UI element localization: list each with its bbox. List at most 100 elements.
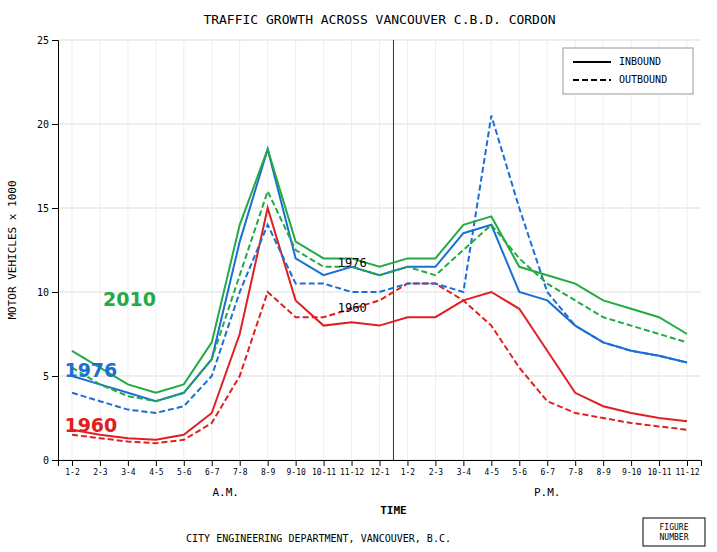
subtitle: CITY ENGINEERING DEPARTMENT, VANCOUVER, …	[186, 533, 451, 544]
x-tick: 12-1	[370, 460, 389, 477]
x-tick-label: 7-8	[568, 468, 583, 477]
grid-line	[491, 40, 492, 460]
x-tick-label: 2-3	[429, 468, 444, 477]
x-tick-mark	[352, 460, 353, 466]
annotation: 1976	[338, 256, 367, 270]
figure-label-line: FIGURE	[660, 523, 689, 532]
x-tick: 8-9	[596, 460, 611, 477]
x-tick-label: 5-6	[177, 468, 192, 477]
legend-label: OUTBOUND	[619, 74, 667, 85]
grid-line	[71, 40, 72, 460]
y-tick: 20	[37, 119, 58, 130]
y-tick-label: 10	[37, 287, 49, 298]
x-tick-mark	[519, 460, 520, 466]
y-tick-label: 0	[43, 455, 49, 466]
x-tick-mark	[212, 460, 213, 466]
grid-line	[407, 40, 408, 460]
x-tick: 6-7	[541, 460, 556, 477]
y-tick-mark	[52, 460, 58, 461]
grid-line	[99, 40, 100, 460]
x-tick-mark	[435, 460, 436, 466]
x-tick-label: 5-6	[513, 468, 528, 477]
annotation: 1960	[338, 301, 367, 315]
x-tick-mark	[240, 460, 241, 466]
x-tick: 1-2	[401, 460, 416, 477]
x-tick-label: 4-5	[149, 468, 164, 477]
figure-label-line: NUMBER	[660, 533, 689, 542]
series-line	[72, 208, 687, 440]
x-tick-mark	[128, 460, 129, 466]
annotations: 19761960196019762010	[64, 256, 366, 436]
x-tick-label: 12-1	[370, 468, 389, 477]
grid-line	[351, 40, 352, 460]
y-tick: 0	[43, 455, 58, 466]
x-tick-mark	[463, 460, 464, 466]
legend-box	[563, 48, 693, 94]
x-tick-mark	[100, 460, 101, 466]
y-axis-title: MOTOR VEHICLES x 1000	[6, 180, 19, 319]
x-tick-mark	[324, 460, 325, 466]
y-tick: 10	[37, 287, 58, 298]
x-tick: 11-12	[675, 460, 699, 477]
x-tick: 4-5	[485, 460, 500, 477]
series-line	[72, 149, 687, 401]
grid-line	[435, 40, 436, 460]
plot-area: 05101520251-22-33-44-55-66-77-88-99-1010…	[37, 35, 702, 517]
grid-line	[631, 40, 632, 460]
x-tick-label: 11-12	[675, 468, 699, 477]
annotation: 1960	[64, 414, 117, 436]
title: TRAFFIC GROWTH ACROSS VANCOUVER C.B.D. C…	[203, 12, 555, 27]
x-tick-mark	[575, 460, 576, 466]
x-tick-mark	[491, 460, 492, 466]
x-tick: 1-2	[65, 460, 80, 477]
x-tick: 4-5	[149, 460, 164, 477]
y-tick-label: 5	[43, 371, 49, 382]
x-tick-label: 3-4	[121, 468, 136, 477]
x-tick: 10-11	[648, 460, 672, 477]
x-tick: 3-4	[457, 460, 472, 477]
grid-line	[519, 40, 520, 460]
period-label: A.M.	[212, 486, 239, 499]
y-tick-mark	[52, 40, 58, 41]
x-tick: 8-9	[261, 460, 276, 477]
y-tick-label: 15	[37, 203, 49, 214]
legend-swatch	[573, 61, 611, 63]
x-tick-label: 10-11	[312, 468, 336, 477]
x-tick-label: 8-9	[596, 468, 611, 477]
x-tick-label: 6-7	[541, 468, 556, 477]
grid-line	[575, 40, 576, 460]
x-tick: 2-3	[429, 460, 444, 477]
legend-swatch	[573, 79, 611, 81]
x-tick: 6-7	[205, 460, 220, 477]
grid-line	[379, 40, 380, 460]
x-tick: 11-12	[340, 460, 364, 477]
x-tick-label: 10-11	[648, 468, 672, 477]
x-tick-mark	[268, 460, 269, 466]
legend-label: INBOUND	[619, 56, 661, 67]
x-tick: 3-4	[121, 460, 136, 477]
figure-box	[643, 518, 705, 546]
x-tick-label: 9-10	[286, 468, 305, 477]
x-tick-mark	[659, 460, 660, 466]
x-tick: 7-8	[568, 460, 583, 477]
grid-line	[183, 40, 184, 460]
series-line	[72, 116, 687, 413]
x-tick-mark	[296, 460, 297, 466]
x-tick-label: 11-12	[340, 468, 364, 477]
x-tick-label: 6-7	[205, 468, 220, 477]
x-tick-mark	[72, 460, 73, 466]
x-tick-label: 9-10	[622, 468, 641, 477]
x-tick-label: 8-9	[261, 468, 276, 477]
x-axis: 1-22-33-44-55-66-77-88-99-1010-1111-1212…	[59, 460, 702, 477]
x-tick-mark	[380, 460, 381, 466]
x-tick: 5-6	[513, 460, 528, 477]
x-tick-label: 1-2	[65, 468, 80, 477]
grid-line	[687, 40, 688, 460]
x-tick-label: 2-3	[93, 468, 108, 477]
x-tick: 9-10	[286, 460, 305, 477]
x-tick: 2-3	[93, 460, 108, 477]
grid-line	[603, 40, 604, 460]
grid	[58, 40, 701, 460]
grid-line	[267, 40, 268, 460]
x-axis-line	[59, 461, 702, 467]
